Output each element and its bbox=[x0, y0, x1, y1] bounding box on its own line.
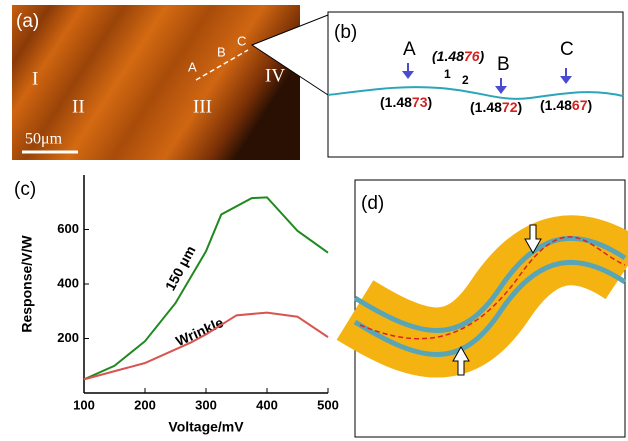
index-text: ) bbox=[478, 48, 485, 64]
series-annotation: 150 μm bbox=[162, 243, 199, 293]
panel-frame bbox=[328, 12, 623, 157]
x-axis-label: Voltage/mV bbox=[168, 419, 244, 435]
index-text: (1.48 bbox=[540, 97, 572, 113]
point-label: C bbox=[237, 33, 246, 48]
region-label: I bbox=[32, 68, 38, 89]
mark-label: 1 bbox=[444, 67, 451, 81]
point-label: A bbox=[188, 59, 197, 74]
x-tick-label: 200 bbox=[134, 397, 156, 412]
point-label: B bbox=[497, 54, 510, 75]
index-highlight: 67 bbox=[572, 97, 588, 113]
index-label: (1.4873) bbox=[380, 94, 432, 110]
panel-label: (d) bbox=[361, 193, 384, 214]
region-label: II bbox=[72, 96, 85, 117]
figure: (a) I II III IV A B C 50μm (b) A B C (1.… bbox=[0, 0, 628, 441]
mark-label: 2 bbox=[462, 73, 469, 87]
x-tick-label: 500 bbox=[317, 397, 339, 412]
index-text: (1.48 bbox=[432, 48, 464, 64]
panel-label: (b) bbox=[334, 22, 357, 43]
point-label: C bbox=[560, 39, 574, 60]
series-annotation: Wrinkle bbox=[173, 314, 226, 349]
panel-c: (c) Voltage/mV Response/V/W 150 μm Wrink… bbox=[14, 175, 339, 435]
panel-label: (a) bbox=[16, 11, 39, 32]
scale-label: 50μm bbox=[25, 131, 63, 148]
panel-d: (d) bbox=[355, 180, 625, 437]
y-tick-label: 600 bbox=[57, 221, 79, 236]
y-tick-label: 200 bbox=[57, 330, 79, 345]
point-label: A bbox=[403, 39, 416, 60]
y-tick-label: 400 bbox=[57, 275, 79, 290]
data-line bbox=[84, 197, 328, 379]
index-label: (1.4872) bbox=[470, 99, 522, 115]
panel-b: (b) A B C (1.4873) (1.4872) (1.4867) (1.… bbox=[328, 12, 623, 157]
panel-a: (a) I II III IV A B C 50μm bbox=[12, 5, 328, 160]
index-text: ) bbox=[428, 94, 433, 110]
region-label: IV bbox=[265, 65, 285, 86]
x-tick-label: 400 bbox=[256, 397, 278, 412]
index-highlight: 73 bbox=[412, 94, 428, 110]
panel-label: (c) bbox=[14, 179, 36, 200]
index-highlight: 72 bbox=[502, 99, 518, 115]
x-tick-label: 100 bbox=[73, 397, 95, 412]
index-highlight: 76 bbox=[464, 48, 480, 64]
index-label: (1.4876) bbox=[432, 48, 485, 64]
index-text: ) bbox=[588, 97, 593, 113]
x-tick-label: 300 bbox=[195, 397, 217, 412]
index-label: (1.4867) bbox=[540, 97, 592, 113]
point-label: B bbox=[217, 44, 226, 59]
y-axis-label: Response/V/W bbox=[19, 235, 35, 333]
index-text: (1.48 bbox=[380, 94, 412, 110]
index-text: (1.48 bbox=[470, 99, 502, 115]
index-text: ) bbox=[518, 99, 523, 115]
region-label: III bbox=[193, 96, 212, 117]
